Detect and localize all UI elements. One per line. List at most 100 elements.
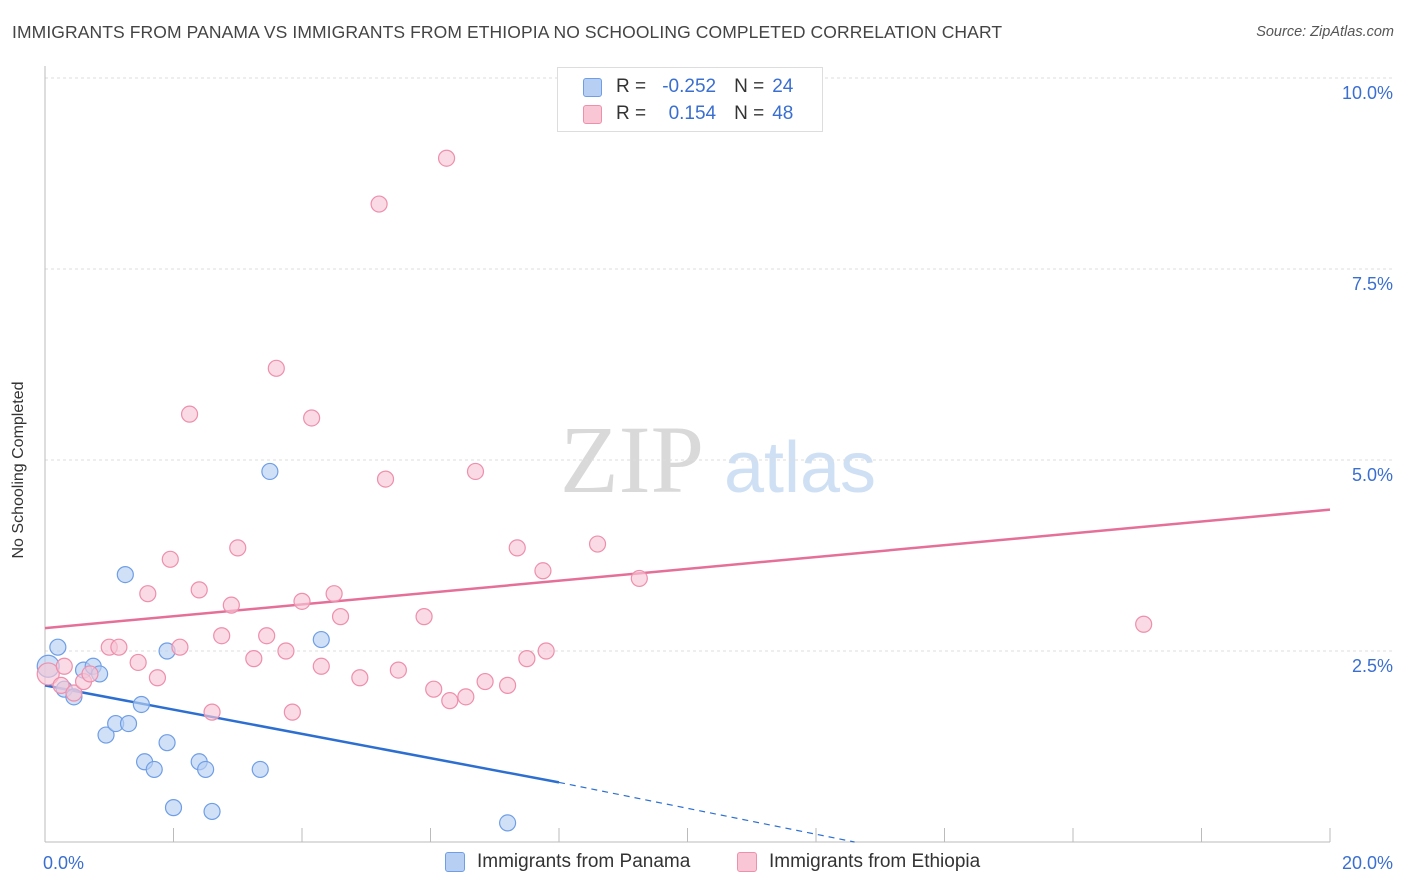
- panama-trend-line: [44, 684, 560, 784]
- ethiopia-point: [630, 569, 648, 588]
- ethiopia-point: [180, 405, 199, 423]
- ethiopia-point: [466, 462, 485, 481]
- ethiopia-point: [36, 662, 60, 686]
- ethiopia-point: [499, 676, 517, 694]
- ethiopia-point: [331, 608, 350, 626]
- ethiopia-point: [441, 692, 459, 710]
- watermark-atlas: atlas: [724, 428, 876, 508]
- panama-legend-swatch: [445, 852, 465, 872]
- panama-point: [164, 799, 183, 817]
- ethiopia-point: [203, 703, 221, 721]
- ethiopia-point: [190, 581, 208, 599]
- watermark: ZIP atlas: [560, 406, 876, 513]
- panama-point: [499, 814, 517, 832]
- panama-point: [119, 714, 138, 733]
- ethiopia-point: [277, 642, 295, 660]
- ethiopia-point: [437, 149, 456, 167]
- ethiopia-legend-label: Immigrants from Ethiopia: [769, 851, 981, 872]
- legend-r-value: 0.154: [668, 103, 717, 124]
- ethiopia-point: [588, 535, 607, 553]
- y-tick-label: 2.5%: [1352, 656, 1393, 676]
- panama-point: [158, 734, 176, 752]
- ethiopia-point: [222, 596, 240, 614]
- correlation-legend: R = -0.252 N = 24 R = 0.154 N = 48: [557, 67, 823, 132]
- ethiopia-point: [457, 688, 475, 706]
- series-legend-panama: Immigrants from Panama: [445, 851, 690, 873]
- ethiopia-point: [129, 653, 147, 672]
- ethiopia-point: [508, 539, 526, 557]
- panama-point: [145, 760, 163, 779]
- series-legend-ethiopia: Immigrants from Ethiopia: [737, 851, 980, 873]
- legend-n-label: N =: [734, 103, 765, 124]
- ethiopia-point: [52, 676, 70, 694]
- ethiopia-point: [283, 703, 301, 721]
- panama-point: [251, 760, 269, 779]
- ethiopia-point: [161, 550, 179, 568]
- legend-row-panama: R = -0.252 N = 24: [583, 75, 793, 99]
- ethiopia-point: [267, 359, 285, 377]
- ethiopia-point: [293, 592, 311, 610]
- ethiopia-point: [229, 539, 247, 557]
- panama-trend-line-extension: [558, 781, 855, 843]
- axes: [44, 66, 1331, 843]
- ethiopia-point: [389, 661, 407, 679]
- ethiopia-point: [65, 684, 83, 702]
- panama-point: [132, 695, 150, 714]
- y-axis-title-wrap: No Schooling Completed: [4, 270, 34, 670]
- ethiopia-point: [325, 585, 343, 603]
- ethiopia-point: [245, 650, 263, 668]
- trend-lines: [44, 508, 1331, 843]
- ethiopia-swatch: [583, 104, 602, 124]
- ethiopia-point: [258, 627, 276, 645]
- ethiopia-point: [213, 627, 231, 645]
- panama-point: [49, 638, 67, 656]
- ethiopia-point: [425, 680, 443, 698]
- legend-r-value: -0.252: [662, 76, 717, 97]
- ethiopia-point: [148, 669, 167, 687]
- ethiopia-point: [534, 562, 552, 580]
- ethiopia-point: [312, 657, 330, 675]
- panama-point: [261, 462, 279, 481]
- ethiopia-legend-swatch: [737, 852, 757, 872]
- y-tick-label: 10.0%: [1342, 83, 1393, 103]
- y-tick-label: 7.5%: [1352, 274, 1393, 294]
- panama-point: [203, 802, 221, 821]
- ethiopia-point: [171, 638, 189, 656]
- panama-point: [116, 565, 134, 584]
- panama-legend-label: Immigrants from Panama: [477, 851, 691, 872]
- ethiopia-point: [55, 657, 73, 675]
- ethiopia-point: [1135, 615, 1153, 633]
- ethiopia-point: [537, 642, 555, 660]
- panama-point: [97, 726, 115, 744]
- legend-r-label: R =: [616, 103, 647, 124]
- legend-n-value: 48: [772, 103, 794, 124]
- ethiopia-point: [81, 665, 99, 683]
- ethiopia-point: [518, 650, 536, 668]
- y-axis-title: No Schooling Completed: [10, 381, 27, 559]
- ethiopia-trend-line: [44, 508, 1331, 630]
- chart-title: IMMIGRANTS FROM PANAMA VS IMMIGRANTS FRO…: [12, 22, 1003, 42]
- source-credit: Source: ZipAtlas.com: [1256, 24, 1394, 40]
- panama-point: [197, 760, 215, 779]
- ethiopia-point: [303, 409, 321, 427]
- ethiopia-point: [476, 672, 494, 691]
- ethiopia-point: [370, 195, 388, 213]
- x-tick-label: 20.0%: [1342, 853, 1393, 873]
- ethiopia-point: [110, 638, 128, 656]
- y-tick-labels: 2.5% 5.0% 7.5% 10.0%: [1342, 83, 1393, 676]
- data-points: [36, 149, 1153, 832]
- ethiopia-point: [376, 470, 395, 488]
- x-tick-labels: 0.0% 20.0%: [43, 853, 1393, 873]
- x-tick-label: 0.0%: [43, 853, 84, 873]
- watermark-zip: ZIP: [560, 406, 704, 513]
- panama-point: [312, 630, 330, 649]
- legend-n-value: 24: [772, 76, 794, 97]
- panama-swatch: [583, 77, 602, 97]
- ethiopia-point: [351, 669, 369, 687]
- ethiopia-point: [139, 585, 157, 603]
- legend-r-label: R =: [616, 76, 647, 97]
- legend-row-ethiopia: R = 0.154 N = 48: [583, 102, 793, 126]
- ethiopia-point: [415, 608, 433, 626]
- y-tick-label: 5.0%: [1352, 465, 1393, 485]
